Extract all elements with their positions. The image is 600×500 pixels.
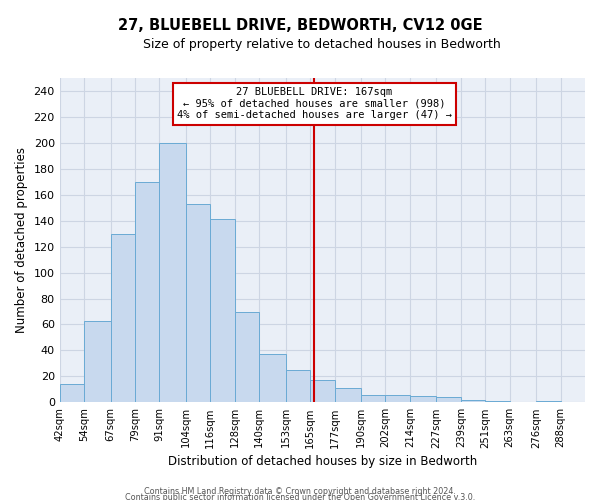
Bar	[110, 234, 135, 402]
Y-axis label: Number of detached properties: Number of detached properties	[15, 147, 28, 333]
Bar	[235, 312, 259, 402]
Bar	[385, 394, 410, 402]
Bar	[410, 396, 436, 402]
Bar	[135, 182, 160, 402]
Bar	[485, 401, 509, 402]
Bar	[335, 388, 361, 402]
Bar	[160, 143, 186, 403]
Bar	[259, 354, 286, 403]
Bar	[536, 401, 560, 402]
Bar	[84, 320, 110, 402]
Text: Contains HM Land Registry data © Crown copyright and database right 2024.: Contains HM Land Registry data © Crown c…	[144, 486, 456, 496]
Bar	[286, 370, 310, 402]
Bar	[436, 397, 461, 402]
Bar	[310, 380, 335, 402]
Text: 27, BLUEBELL DRIVE, BEDWORTH, CV12 0GE: 27, BLUEBELL DRIVE, BEDWORTH, CV12 0GE	[118, 18, 482, 32]
Bar	[361, 394, 385, 402]
Text: 27 BLUEBELL DRIVE: 167sqm
← 95% of detached houses are smaller (998)
4% of semi-: 27 BLUEBELL DRIVE: 167sqm ← 95% of detac…	[176, 87, 452, 120]
Bar	[461, 400, 485, 402]
Bar	[211, 220, 235, 402]
Bar	[186, 204, 211, 402]
X-axis label: Distribution of detached houses by size in Bedworth: Distribution of detached houses by size …	[168, 454, 477, 468]
Title: Size of property relative to detached houses in Bedworth: Size of property relative to detached ho…	[143, 38, 501, 51]
Text: Contains public sector information licensed under the Open Government Licence v.: Contains public sector information licen…	[125, 492, 475, 500]
Bar	[59, 384, 84, 402]
